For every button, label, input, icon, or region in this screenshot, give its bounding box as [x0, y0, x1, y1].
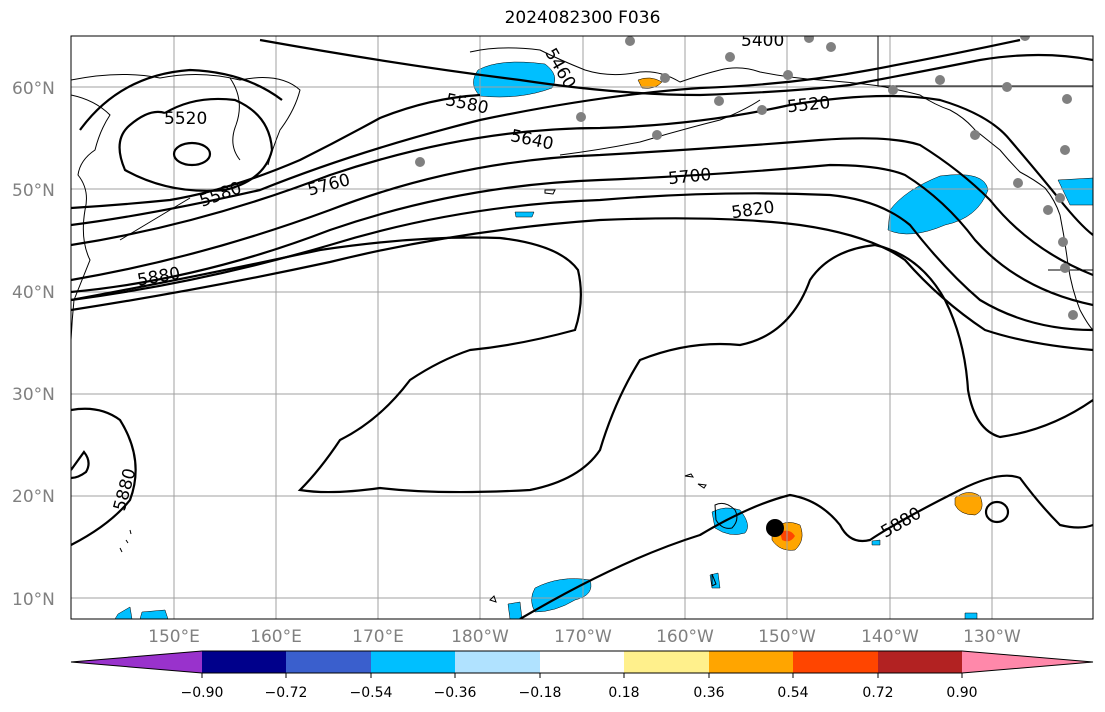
- focus-point-marker: [766, 519, 784, 537]
- contour-label: 5520: [786, 93, 831, 117]
- contour-label: 5520: [164, 109, 207, 129]
- lon-tick-label: 160°W: [656, 627, 714, 647]
- lon-tick-label: 150°W: [758, 627, 816, 647]
- colorbar-tick-label: −0.18: [519, 685, 562, 701]
- lat-tick-label: 10°N: [12, 590, 55, 610]
- lon-tick-label: 130°W: [963, 627, 1021, 647]
- lat-tick-label: 30°N: [12, 385, 55, 405]
- contour-label: 5700: [667, 165, 712, 189]
- colorbar-segment: [371, 651, 455, 673]
- colorbar-tick-label: −0.90: [181, 685, 224, 701]
- plot-area: [71, 36, 1093, 619]
- lat-tick-label: 20°N: [12, 487, 55, 507]
- colorbar-tick-label: −0.54: [350, 685, 393, 701]
- colorbar-tick-label: 0.54: [777, 685, 808, 701]
- lon-tick-label: 150°E: [148, 627, 200, 647]
- lon-tick-label: 140°W: [861, 627, 919, 647]
- coastlines: [71, 36, 1093, 341]
- lon-tick-label: 170°W: [554, 627, 612, 647]
- colorbar-extend-low: [71, 651, 202, 673]
- colorbar-segment: [455, 651, 540, 673]
- colorbar-tick-labels: −0.90 −0.72 −0.54 −0.36 −0.18 0.18 0.36 …: [181, 685, 978, 701]
- colorbar-segment: [624, 651, 709, 673]
- lat-tick-label: 40°N: [12, 283, 55, 303]
- colorbar-segment: [793, 651, 878, 673]
- colorbar-segment: [709, 651, 793, 673]
- lat-tick-label: 60°N: [12, 79, 55, 99]
- lon-tick-label: 180°W: [451, 627, 509, 647]
- colorbar-segment: [286, 651, 371, 673]
- lon-tick-label: 160°E: [250, 627, 302, 647]
- islands: [119, 189, 738, 603]
- colorbar-tick-label: 0.36: [693, 685, 724, 701]
- plot-frame: [70, 35, 1094, 620]
- graticule: [71, 36, 1093, 619]
- latitude-axis: 60°N 50°N 40°N 30°N 20°N 10°N: [12, 79, 55, 610]
- lon-tick-label: 170°E: [352, 627, 404, 647]
- colorbar-tick-label: 0.72: [862, 685, 893, 701]
- map-title: 2024082300 F036: [504, 8, 661, 28]
- colorbar-segment: [202, 651, 286, 673]
- station-markers: [415, 36, 1078, 320]
- colorbar-segment: [878, 651, 962, 673]
- colorbar-tick-label: 0.90: [946, 685, 977, 701]
- colorbar: [70, 650, 1094, 678]
- longitude-axis: 150°E 160°E 170°E 180°W 170°W 160°W 150°…: [148, 627, 1021, 647]
- height-contours: [71, 38, 1093, 619]
- colorbar-tick-label: 0.18: [608, 685, 639, 701]
- lat-tick-label: 50°N: [12, 181, 55, 201]
- colorbar-extend-high: [962, 651, 1093, 673]
- colorbar-segment: [540, 651, 624, 673]
- colorbar-tick-label: −0.72: [265, 685, 308, 701]
- colorbar-tick-label: −0.36: [434, 685, 477, 701]
- contour-label: 5400: [741, 31, 784, 51]
